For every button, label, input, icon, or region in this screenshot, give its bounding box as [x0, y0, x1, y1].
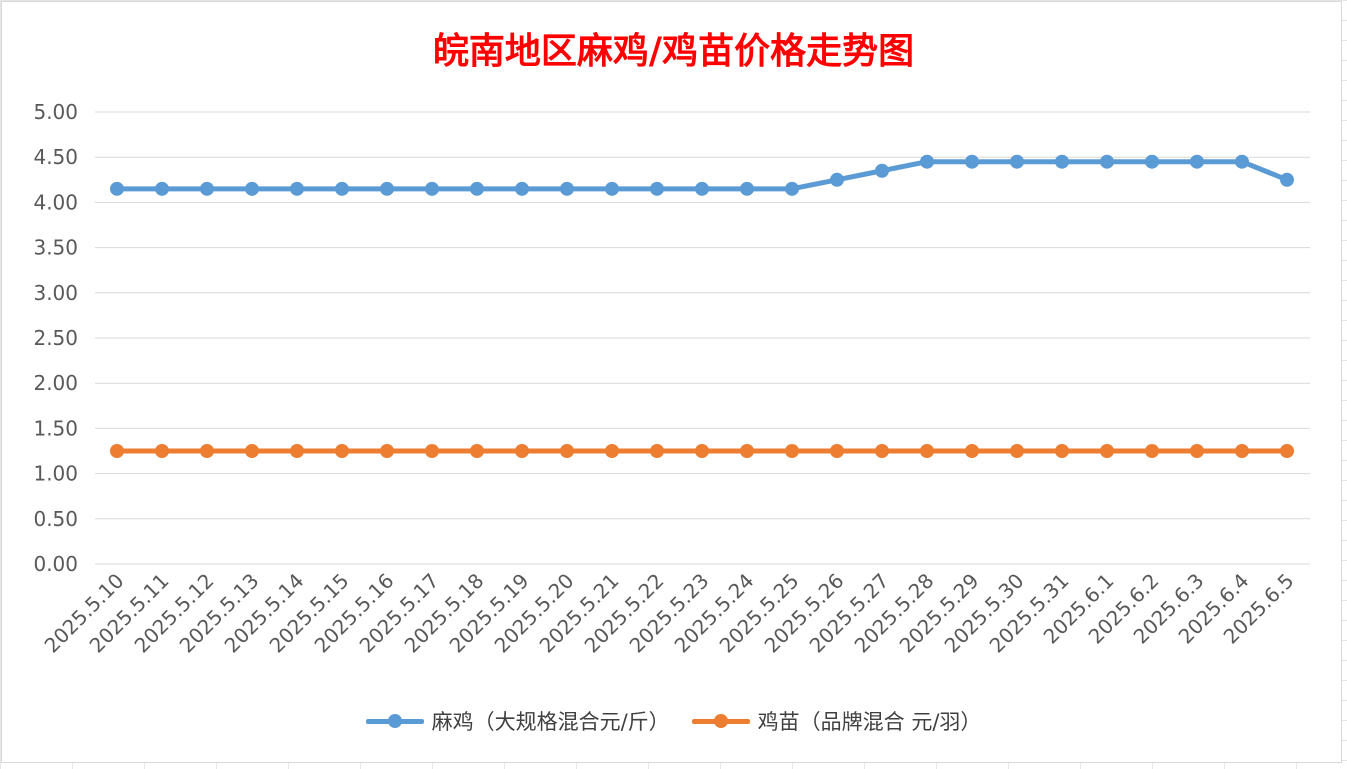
- data-point[interactable]: [605, 444, 619, 458]
- y-tick-label: 2.50: [33, 326, 78, 350]
- data-point[interactable]: [650, 444, 664, 458]
- y-tick-label: 2.00: [33, 371, 78, 395]
- data-point[interactable]: [470, 181, 484, 196]
- data-point[interactable]: [650, 181, 664, 196]
- data-point[interactable]: [920, 444, 934, 458]
- data-point[interactable]: [920, 154, 934, 169]
- legend-swatch-jimiao: [691, 711, 750, 731]
- series-lines: [110, 154, 1294, 458]
- data-point[interactable]: [875, 444, 889, 458]
- y-tick-label: 1.50: [33, 416, 78, 440]
- gridlines: [95, 111, 1310, 565]
- series-1: [110, 444, 1294, 458]
- data-point[interactable]: [155, 444, 169, 458]
- data-point[interactable]: [290, 181, 304, 196]
- data-point[interactable]: [200, 444, 214, 458]
- y-tick-label: 3.00: [33, 281, 78, 305]
- data-point[interactable]: [515, 181, 529, 196]
- data-point[interactable]: [1145, 444, 1159, 458]
- y-axis-tick-labels: 0.00 0.50 1.00 1.50 2.00 2.50 3.00 3.50 4.00 4.50…: [33, 100, 78, 576]
- data-point[interactable]: [155, 181, 169, 196]
- data-point[interactable]: [875, 163, 889, 178]
- y-tick-label: 1.00: [33, 462, 78, 486]
- chart-legend: 麻鸡（大规格混合元/斤） 鸡苗（品牌混合 元/羽）: [0, 706, 1347, 736]
- data-point[interactable]: [605, 181, 619, 196]
- data-point[interactable]: [335, 444, 349, 458]
- data-point[interactable]: [695, 181, 709, 196]
- data-point[interactable]: [740, 181, 754, 196]
- data-point[interactable]: [1010, 154, 1024, 169]
- data-point[interactable]: [245, 181, 259, 196]
- data-point[interactable]: [380, 181, 394, 196]
- data-point[interactable]: [1190, 444, 1204, 458]
- data-point[interactable]: [200, 181, 214, 196]
- legend-item-jimiao: 鸡苗（品牌混合 元/羽）: [691, 706, 982, 736]
- legend-swatch-maji: [365, 711, 424, 731]
- data-point[interactable]: [1100, 154, 1114, 169]
- series-0: [110, 154, 1294, 196]
- data-point[interactable]: [830, 172, 844, 187]
- data-point[interactable]: [110, 444, 124, 458]
- legend-label-maji: 麻鸡（大规格混合元/斤）: [431, 710, 670, 734]
- data-point[interactable]: [1280, 172, 1294, 187]
- y-tick-label: 0.00: [33, 552, 78, 576]
- data-point[interactable]: [695, 444, 709, 458]
- data-point[interactable]: [740, 444, 754, 458]
- data-point[interactable]: [560, 444, 574, 458]
- data-point[interactable]: [245, 444, 259, 458]
- data-point[interactable]: [335, 181, 349, 196]
- data-point[interactable]: [1145, 154, 1159, 169]
- data-point[interactable]: [965, 444, 979, 458]
- data-point[interactable]: [785, 444, 799, 458]
- y-tick-label: 0.50: [33, 507, 78, 531]
- legend-label-jimiao: 鸡苗（品牌混合 元/羽）: [757, 710, 982, 734]
- data-point[interactable]: [1055, 444, 1069, 458]
- data-point[interactable]: [785, 181, 799, 196]
- data-point[interactable]: [515, 444, 529, 458]
- data-point[interactable]: [965, 154, 979, 169]
- y-tick-label: 4.00: [33, 190, 78, 214]
- data-point[interactable]: [830, 444, 844, 458]
- legend-item-maji: 麻鸡（大规格混合元/斤）: [365, 706, 670, 736]
- chart-title: 皖南地区麻鸡/鸡苗价格走势图: [432, 30, 915, 72]
- data-point[interactable]: [1055, 154, 1069, 169]
- data-point[interactable]: [1280, 444, 1294, 458]
- data-point[interactable]: [1190, 154, 1204, 169]
- data-point[interactable]: [560, 181, 574, 196]
- y-tick-label: 3.50: [33, 236, 78, 260]
- data-point[interactable]: [425, 444, 439, 458]
- data-point[interactable]: [110, 181, 124, 196]
- x-axis-tick-labels: 2025.5.102025.5.112025.5.122025.5.132025…: [40, 569, 1299, 658]
- data-point[interactable]: [380, 444, 394, 458]
- data-point[interactable]: [1235, 444, 1249, 458]
- data-point[interactable]: [1100, 444, 1114, 458]
- data-point[interactable]: [470, 444, 484, 458]
- y-tick-label: 4.50: [33, 145, 78, 169]
- data-point[interactable]: [290, 444, 304, 458]
- data-point[interactable]: [1235, 154, 1249, 169]
- data-point[interactable]: [425, 181, 439, 196]
- y-tick-label: 5.00: [33, 100, 78, 124]
- data-point[interactable]: [1010, 444, 1024, 458]
